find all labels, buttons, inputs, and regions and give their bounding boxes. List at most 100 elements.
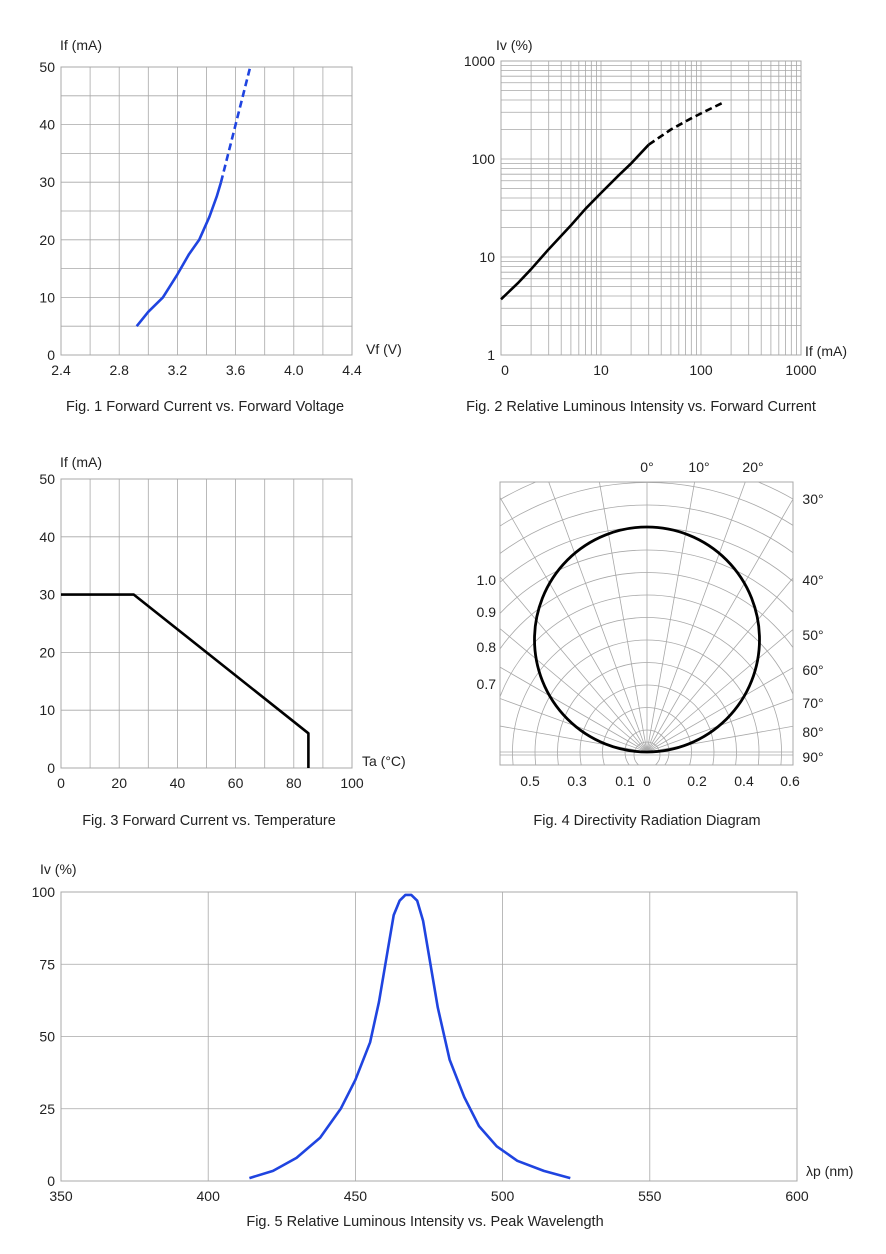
y-tick-label: 50 <box>39 59 55 75</box>
y-axis-label: If (mA) <box>60 454 102 470</box>
plot-frame <box>60 478 353 769</box>
series-line-solid <box>500 143 650 301</box>
series-line-solid <box>249 893 571 1180</box>
y-tick-label: 100 <box>32 884 56 900</box>
polar-radial-line <box>646 482 746 753</box>
x-tick-label: 2.4 <box>51 362 71 378</box>
chart-caption: Fig. 1 Forward Current vs. Forward Volta… <box>66 399 344 415</box>
chart-caption: Fig. 4 Directivity Radiation Diagram <box>533 813 760 829</box>
angle-label: 60° <box>802 662 823 678</box>
grid <box>60 66 353 356</box>
y-tick-label: 40 <box>39 117 55 133</box>
x-axis-label: Vf (V) <box>366 341 402 357</box>
angle-label: 80° <box>802 724 823 740</box>
y-tick-label: 30 <box>39 587 55 603</box>
y-axis-label: Iv (%) <box>40 861 77 877</box>
x-tick-label: 80 <box>286 775 302 791</box>
y-tick-label: 0 <box>47 1173 55 1189</box>
angle-label: 30° <box>802 491 823 507</box>
y-tick-label: 10 <box>479 249 495 265</box>
series-line-dashed <box>219 66 252 183</box>
y-tick-label: 1 <box>487 347 495 363</box>
y-tick-label: 0 <box>47 760 55 776</box>
y-axis-label: If (mA) <box>60 37 102 53</box>
x-tick-label: 0 <box>57 775 65 791</box>
x-tick-label: 100 <box>340 775 364 791</box>
bottom-label: 0.6 <box>780 773 800 789</box>
bottom-label: 0.5 <box>520 773 540 789</box>
chart-fig4: 0° 10° 20° 30° 40° 50° 60° 70° 80° 90° 1.0 0.9 0.8 0.… <box>477 459 824 829</box>
plot-frame <box>500 60 802 356</box>
x-tick-label: 3.6 <box>226 362 246 378</box>
bottom-label: 0.3 <box>567 773 587 789</box>
polar-radial-line <box>500 496 648 753</box>
y-tick-label: 10 <box>39 289 55 305</box>
plot-frame <box>60 891 798 1182</box>
polar-radial-line <box>598 482 648 753</box>
polar-radial-line <box>646 725 793 753</box>
grid <box>60 478 353 769</box>
y-tick-label: 0 <box>47 347 55 363</box>
bottom-label: 0 <box>643 773 651 789</box>
polar-radial-line <box>500 666 648 753</box>
angle-label: 40° <box>802 572 823 588</box>
y-tick-label: 10 <box>39 702 55 718</box>
x-tick-label: 500 <box>491 1188 515 1204</box>
x-axis-label: λp (nm) <box>806 1163 853 1179</box>
x-tick-label: 2.8 <box>109 362 129 378</box>
bottom-label: 0.1 <box>615 773 635 789</box>
radial-label: 0.8 <box>477 639 497 655</box>
y-axis-label: Iv (%) <box>496 37 533 53</box>
radial-label: 0.7 <box>477 676 497 692</box>
x-tick-label: 4.4 <box>342 362 362 378</box>
y-tick-label: 20 <box>39 644 55 660</box>
y-tick-label: 40 <box>39 529 55 545</box>
polar-grid <box>500 482 793 765</box>
y-tick-label: 100 <box>472 151 496 167</box>
y-tick-label: 75 <box>39 956 55 972</box>
chart-caption: Fig. 3 Forward Current vs. Temperature <box>82 813 336 829</box>
polar-radial-line <box>646 482 696 753</box>
y-tick-label: 1000 <box>464 53 495 69</box>
x-tick-label: 450 <box>344 1188 368 1204</box>
grid <box>500 60 802 356</box>
polar-radial-line <box>646 698 793 753</box>
x-tick-label: 60 <box>228 775 244 791</box>
radiation-pattern-curve <box>533 525 761 754</box>
x-tick-label: 10 <box>593 362 609 378</box>
angle-label: 90° <box>802 749 823 765</box>
polar-radial-line <box>548 482 648 753</box>
angle-label: 10° <box>688 459 709 475</box>
polar-radial-line <box>500 698 648 753</box>
y-tick-label: 50 <box>39 471 55 487</box>
y-tick-label: 25 <box>39 1101 55 1117</box>
bottom-label: 0.4 <box>734 773 754 789</box>
x-axis-label: If (mA) <box>805 343 847 359</box>
x-tick-label: 4.0 <box>284 362 304 378</box>
y-tick-label: 20 <box>39 232 55 248</box>
chart-fig1: 2.4 2.8 3.2 3.6 4.0 4.4 0 10 20 30 40 50 If (mA) Vf (… <box>39 37 401 415</box>
radial-label: 1.0 <box>477 572 497 588</box>
x-tick-label: 550 <box>638 1188 662 1204</box>
x-tick-label: 40 <box>170 775 186 791</box>
radial-label: 0.9 <box>477 604 497 620</box>
x-tick-label: 100 <box>689 362 713 378</box>
plot-frame <box>499 481 794 766</box>
x-tick-label: 0 <box>501 362 509 378</box>
series-line-solid <box>61 593 310 768</box>
grid <box>60 891 798 1182</box>
x-tick-label: 1000 <box>785 362 816 378</box>
polar-radial-line <box>646 498 793 753</box>
x-tick-label: 20 <box>111 775 127 791</box>
x-tick-label: 350 <box>49 1188 73 1204</box>
angle-label: 20° <box>742 459 763 475</box>
y-tick-label: 30 <box>39 174 55 190</box>
y-tick-label: 50 <box>39 1029 55 1045</box>
plot-frame <box>60 66 353 356</box>
series-line-solid <box>135 181 223 328</box>
polar-radial-line <box>500 628 648 753</box>
polar-radial-line <box>500 725 648 753</box>
polar-radial-line <box>646 577 793 753</box>
